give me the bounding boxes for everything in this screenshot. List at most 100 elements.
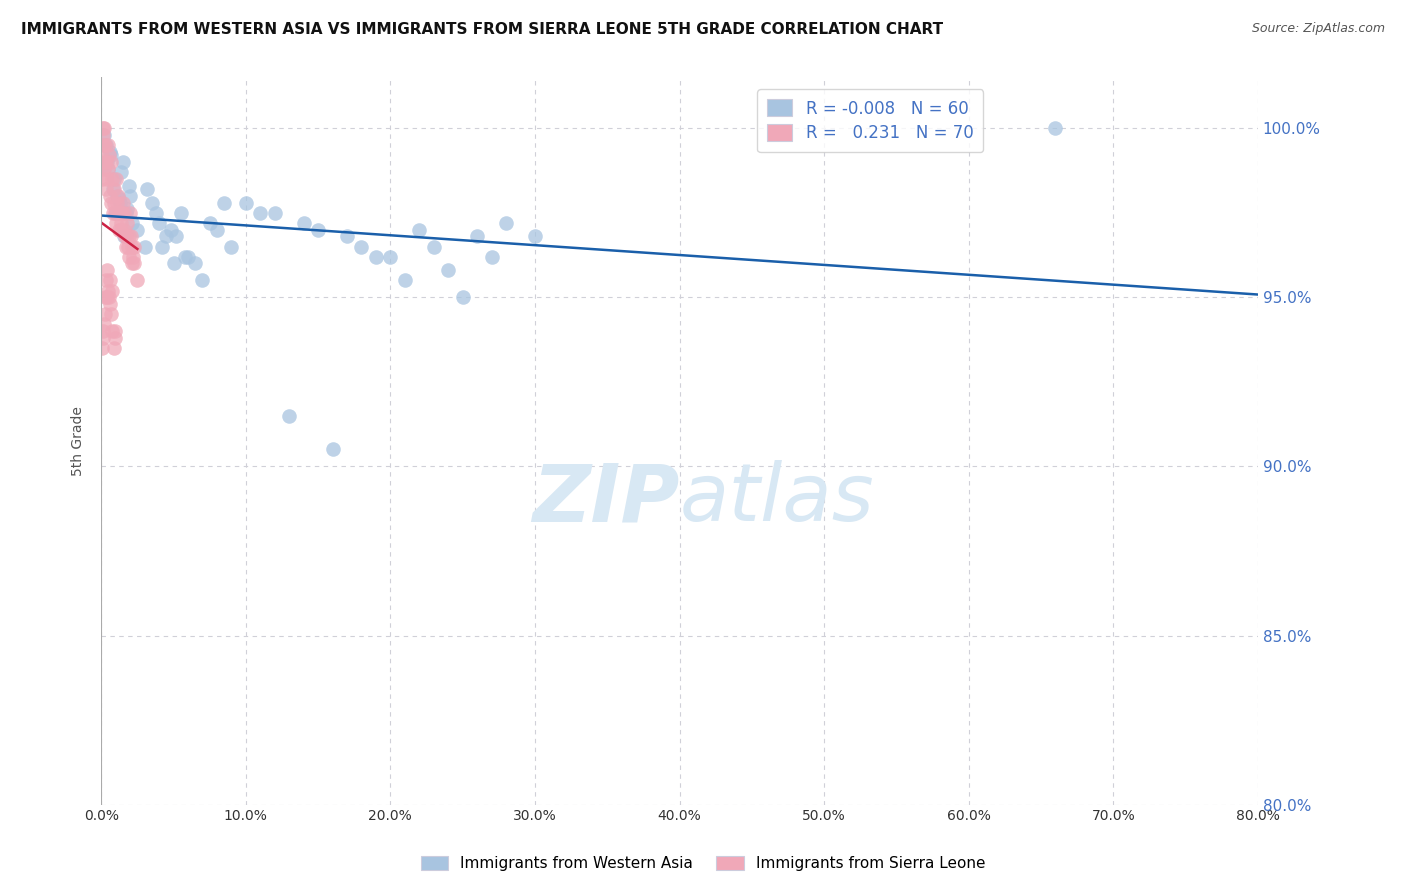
- Point: [93, 155, 115, 169]
- Point: [103, 341, 125, 355]
- Point: [120, 189, 142, 203]
- Point: [307, 222, 329, 236]
- Point: [108, 222, 131, 236]
- Point: [96, 172, 118, 186]
- Point: [118, 229, 141, 244]
- Point: [96, 155, 118, 169]
- Point: [94, 138, 117, 153]
- Point: [112, 229, 135, 244]
- Point: [118, 178, 141, 193]
- Point: [96, 155, 118, 169]
- Point: [121, 239, 143, 253]
- Point: [97, 284, 120, 298]
- Point: [184, 256, 207, 270]
- Point: [145, 205, 167, 219]
- Point: [111, 155, 134, 169]
- Point: [93, 128, 115, 142]
- Point: [93, 290, 115, 304]
- Point: [91, 324, 114, 338]
- Point: [394, 273, 416, 287]
- Point: [336, 229, 359, 244]
- Point: [249, 205, 271, 219]
- Point: [100, 307, 122, 321]
- Point: [121, 256, 143, 270]
- Point: [117, 239, 139, 253]
- Point: [162, 256, 184, 270]
- Point: [97, 161, 120, 176]
- Point: [115, 229, 138, 244]
- Text: IMMIGRANTS FROM WESTERN ASIA VS IMMIGRANTS FROM SIERRA LEONE 5TH GRADE CORRELATI: IMMIGRANTS FROM WESTERN ASIA VS IMMIGRAN…: [21, 22, 943, 37]
- Point: [465, 229, 488, 244]
- Text: atlas: atlas: [679, 460, 875, 538]
- Point: [120, 229, 142, 244]
- Point: [322, 442, 344, 457]
- Point: [114, 229, 136, 244]
- Point: [221, 239, 243, 253]
- Point: [94, 307, 117, 321]
- Point: [122, 250, 145, 264]
- Point: [105, 195, 128, 210]
- Point: [93, 161, 115, 176]
- Point: [103, 195, 125, 210]
- Point: [155, 229, 177, 244]
- Point: [103, 172, 125, 186]
- Point: [94, 273, 117, 287]
- Point: [112, 222, 135, 236]
- Legend: R = -0.008   N = 60, R =   0.231   N = 70: R = -0.008 N = 60, R = 0.231 N = 70: [758, 89, 983, 153]
- Point: [98, 297, 121, 311]
- Point: [364, 250, 387, 264]
- Point: [98, 273, 121, 287]
- Point: [91, 121, 114, 136]
- Point: [191, 273, 214, 287]
- Y-axis label: 5th Grade: 5th Grade: [72, 406, 86, 476]
- Point: [110, 165, 132, 179]
- Point: [114, 205, 136, 219]
- Point: [105, 189, 128, 203]
- Point: [422, 239, 444, 253]
- Point: [98, 189, 121, 203]
- Point: [177, 250, 200, 264]
- Point: [107, 205, 129, 219]
- Text: ZIP: ZIP: [531, 460, 679, 538]
- Point: [165, 229, 187, 244]
- Point: [127, 222, 149, 236]
- Point: [112, 205, 135, 219]
- Point: [114, 239, 136, 253]
- Point: [107, 192, 129, 206]
- Point: [121, 216, 143, 230]
- Point: [141, 195, 163, 210]
- Point: [100, 148, 122, 162]
- Point: [97, 161, 120, 176]
- Point: [101, 182, 124, 196]
- Legend: Immigrants from Western Asia, Immigrants from Sierra Leone: Immigrants from Western Asia, Immigrants…: [415, 850, 991, 877]
- Point: [91, 138, 114, 153]
- Point: [107, 189, 129, 203]
- Point: [101, 205, 124, 219]
- Point: [104, 205, 127, 219]
- Point: [136, 182, 159, 196]
- Point: [205, 222, 228, 236]
- Point: [122, 239, 145, 253]
- Point: [91, 148, 114, 162]
- Point: [292, 216, 315, 230]
- Point: [495, 216, 517, 230]
- Point: [93, 128, 115, 142]
- Point: [108, 205, 131, 219]
- Point: [110, 222, 132, 236]
- Point: [103, 182, 125, 196]
- Point: [451, 290, 474, 304]
- Point: [150, 239, 173, 253]
- Point: [148, 216, 170, 230]
- Point: [380, 250, 402, 264]
- Point: [96, 263, 118, 277]
- Point: [115, 216, 138, 230]
- Point: [105, 216, 128, 230]
- Point: [481, 250, 503, 264]
- Text: Source: ZipAtlas.com: Source: ZipAtlas.com: [1251, 22, 1385, 36]
- Point: [96, 290, 118, 304]
- Point: [98, 148, 121, 162]
- Point: [174, 250, 197, 264]
- Point: [1045, 121, 1067, 136]
- Point: [408, 222, 430, 236]
- Point: [198, 216, 221, 230]
